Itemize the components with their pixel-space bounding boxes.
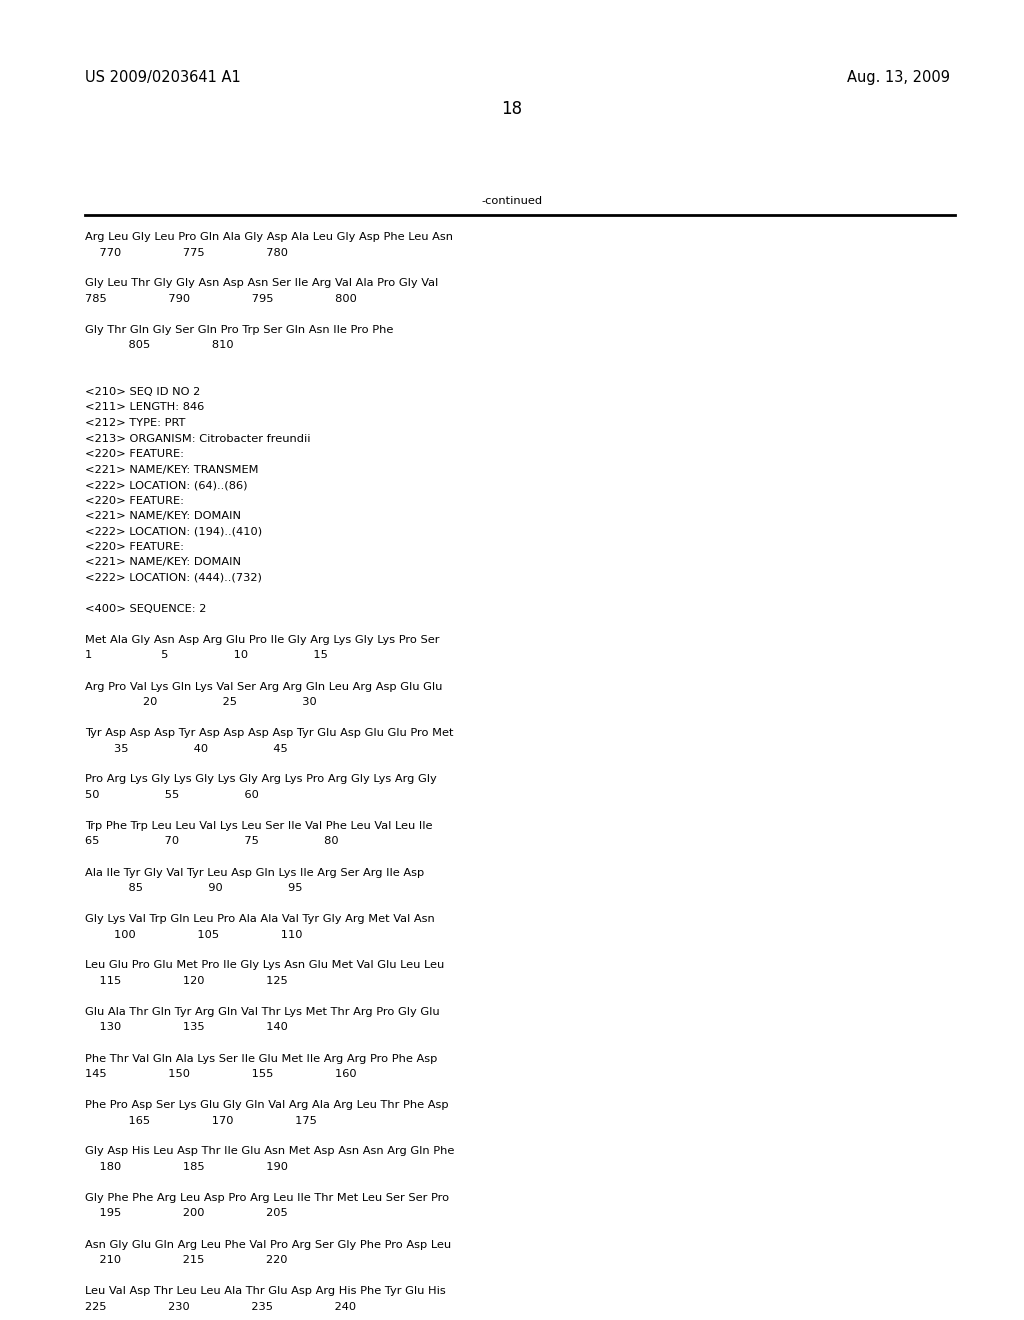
Text: Gly Lys Val Trp Gln Leu Pro Ala Ala Val Tyr Gly Arg Met Val Asn: Gly Lys Val Trp Gln Leu Pro Ala Ala Val … (85, 913, 435, 924)
Text: 785                 790                 795                 800: 785 790 795 800 (85, 294, 357, 304)
Text: <213> ORGANISM: Citrobacter freundii: <213> ORGANISM: Citrobacter freundii (85, 433, 310, 444)
Text: Ala Ile Tyr Gly Val Tyr Leu Asp Gln Lys Ile Arg Ser Arg Ile Asp: Ala Ile Tyr Gly Val Tyr Leu Asp Gln Lys … (85, 867, 424, 878)
Text: Arg Leu Gly Leu Pro Gln Ala Gly Asp Ala Leu Gly Asp Phe Leu Asn: Arg Leu Gly Leu Pro Gln Ala Gly Asp Ala … (85, 232, 453, 242)
Text: 18: 18 (502, 100, 522, 117)
Text: 35                  40                  45: 35 40 45 (85, 743, 288, 754)
Text: Aug. 13, 2009: Aug. 13, 2009 (847, 70, 950, 84)
Text: Phe Pro Asp Ser Lys Glu Gly Gln Val Arg Ala Arg Leu Thr Phe Asp: Phe Pro Asp Ser Lys Glu Gly Gln Val Arg … (85, 1100, 449, 1110)
Text: Met Ala Gly Asn Asp Arg Glu Pro Ile Gly Arg Lys Gly Lys Pro Ser: Met Ala Gly Asn Asp Arg Glu Pro Ile Gly … (85, 635, 439, 645)
Text: 100                 105                 110: 100 105 110 (85, 929, 302, 940)
Text: Gly Asp His Leu Asp Thr Ile Glu Asn Met Asp Asn Asn Arg Gln Phe: Gly Asp His Leu Asp Thr Ile Glu Asn Met … (85, 1147, 455, 1156)
Text: <220> FEATURE:: <220> FEATURE: (85, 543, 184, 552)
Text: Gly Phe Phe Arg Leu Asp Pro Arg Leu Ile Thr Met Leu Ser Ser Pro: Gly Phe Phe Arg Leu Asp Pro Arg Leu Ile … (85, 1193, 450, 1203)
Text: 65                  70                  75                  80: 65 70 75 80 (85, 837, 339, 846)
Text: 165                 170                 175: 165 170 175 (85, 1115, 316, 1126)
Text: 20                  25                  30: 20 25 30 (85, 697, 316, 708)
Text: <221> NAME/KEY: DOMAIN: <221> NAME/KEY: DOMAIN (85, 557, 241, 568)
Text: 180                 185                 190: 180 185 190 (85, 1162, 288, 1172)
Text: 115                 120                 125: 115 120 125 (85, 975, 288, 986)
Text: Asn Gly Glu Gln Arg Leu Phe Val Pro Arg Ser Gly Phe Pro Asp Leu: Asn Gly Glu Gln Arg Leu Phe Val Pro Arg … (85, 1239, 452, 1250)
Text: 130                 135                 140: 130 135 140 (85, 1023, 288, 1032)
Text: <222> LOCATION: (444)..(732): <222> LOCATION: (444)..(732) (85, 573, 262, 583)
Text: Pro Arg Lys Gly Lys Gly Lys Gly Arg Lys Pro Arg Gly Lys Arg Gly: Pro Arg Lys Gly Lys Gly Lys Gly Arg Lys … (85, 775, 437, 784)
Text: 85                  90                  95: 85 90 95 (85, 883, 302, 894)
Text: 210                 215                 220: 210 215 220 (85, 1255, 288, 1265)
Text: <220> FEATURE:: <220> FEATURE: (85, 495, 184, 506)
Text: 1                   5                  10                  15: 1 5 10 15 (85, 651, 328, 660)
Text: 145                 150                 155                 160: 145 150 155 160 (85, 1069, 356, 1078)
Text: 195                 200                 205: 195 200 205 (85, 1209, 288, 1218)
Text: Glu Ala Thr Gln Tyr Arg Gln Val Thr Lys Met Thr Arg Pro Gly Glu: Glu Ala Thr Gln Tyr Arg Gln Val Thr Lys … (85, 1007, 439, 1016)
Text: <400> SEQUENCE: 2: <400> SEQUENCE: 2 (85, 605, 207, 614)
Text: Leu Glu Pro Glu Met Pro Ile Gly Lys Asn Glu Met Val Glu Leu Leu: Leu Glu Pro Glu Met Pro Ile Gly Lys Asn … (85, 961, 444, 970)
Text: <222> LOCATION: (194)..(410): <222> LOCATION: (194)..(410) (85, 527, 262, 536)
Text: <210> SEQ ID NO 2: <210> SEQ ID NO 2 (85, 387, 201, 397)
Text: 50                  55                  60: 50 55 60 (85, 789, 259, 800)
Text: -continued: -continued (481, 195, 543, 206)
Text: 805                 810: 805 810 (85, 341, 233, 351)
Text: <211> LENGTH: 846: <211> LENGTH: 846 (85, 403, 204, 412)
Text: <212> TYPE: PRT: <212> TYPE: PRT (85, 418, 185, 428)
Text: <222> LOCATION: (64)..(86): <222> LOCATION: (64)..(86) (85, 480, 248, 490)
Text: Gly Thr Gln Gly Ser Gln Pro Trp Ser Gln Asn Ile Pro Phe: Gly Thr Gln Gly Ser Gln Pro Trp Ser Gln … (85, 325, 393, 335)
Text: Tyr Asp Asp Asp Tyr Asp Asp Asp Asp Tyr Glu Asp Glu Glu Pro Met: Tyr Asp Asp Asp Tyr Asp Asp Asp Asp Tyr … (85, 729, 454, 738)
Text: 770                 775                 780: 770 775 780 (85, 248, 288, 257)
Text: Leu Val Asp Thr Leu Leu Ala Thr Glu Asp Arg His Phe Tyr Glu His: Leu Val Asp Thr Leu Leu Ala Thr Glu Asp … (85, 1286, 445, 1296)
Text: Gly Leu Thr Gly Gly Asn Asp Asn Ser Ile Arg Val Ala Pro Gly Val: Gly Leu Thr Gly Gly Asn Asp Asn Ser Ile … (85, 279, 438, 289)
Text: <221> NAME/KEY: TRANSMEM: <221> NAME/KEY: TRANSMEM (85, 465, 258, 474)
Text: <220> FEATURE:: <220> FEATURE: (85, 449, 184, 459)
Text: US 2009/0203641 A1: US 2009/0203641 A1 (85, 70, 241, 84)
Text: <221> NAME/KEY: DOMAIN: <221> NAME/KEY: DOMAIN (85, 511, 241, 521)
Text: Arg Pro Val Lys Gln Lys Val Ser Arg Arg Gln Leu Arg Asp Glu Glu: Arg Pro Val Lys Gln Lys Val Ser Arg Arg … (85, 681, 442, 692)
Text: Phe Thr Val Gln Ala Lys Ser Ile Glu Met Ile Arg Arg Pro Phe Asp: Phe Thr Val Gln Ala Lys Ser Ile Glu Met … (85, 1053, 437, 1064)
Text: Trp Phe Trp Leu Leu Val Lys Leu Ser Ile Val Phe Leu Val Leu Ile: Trp Phe Trp Leu Leu Val Lys Leu Ser Ile … (85, 821, 432, 832)
Text: 225                 230                 235                 240: 225 230 235 240 (85, 1302, 356, 1312)
